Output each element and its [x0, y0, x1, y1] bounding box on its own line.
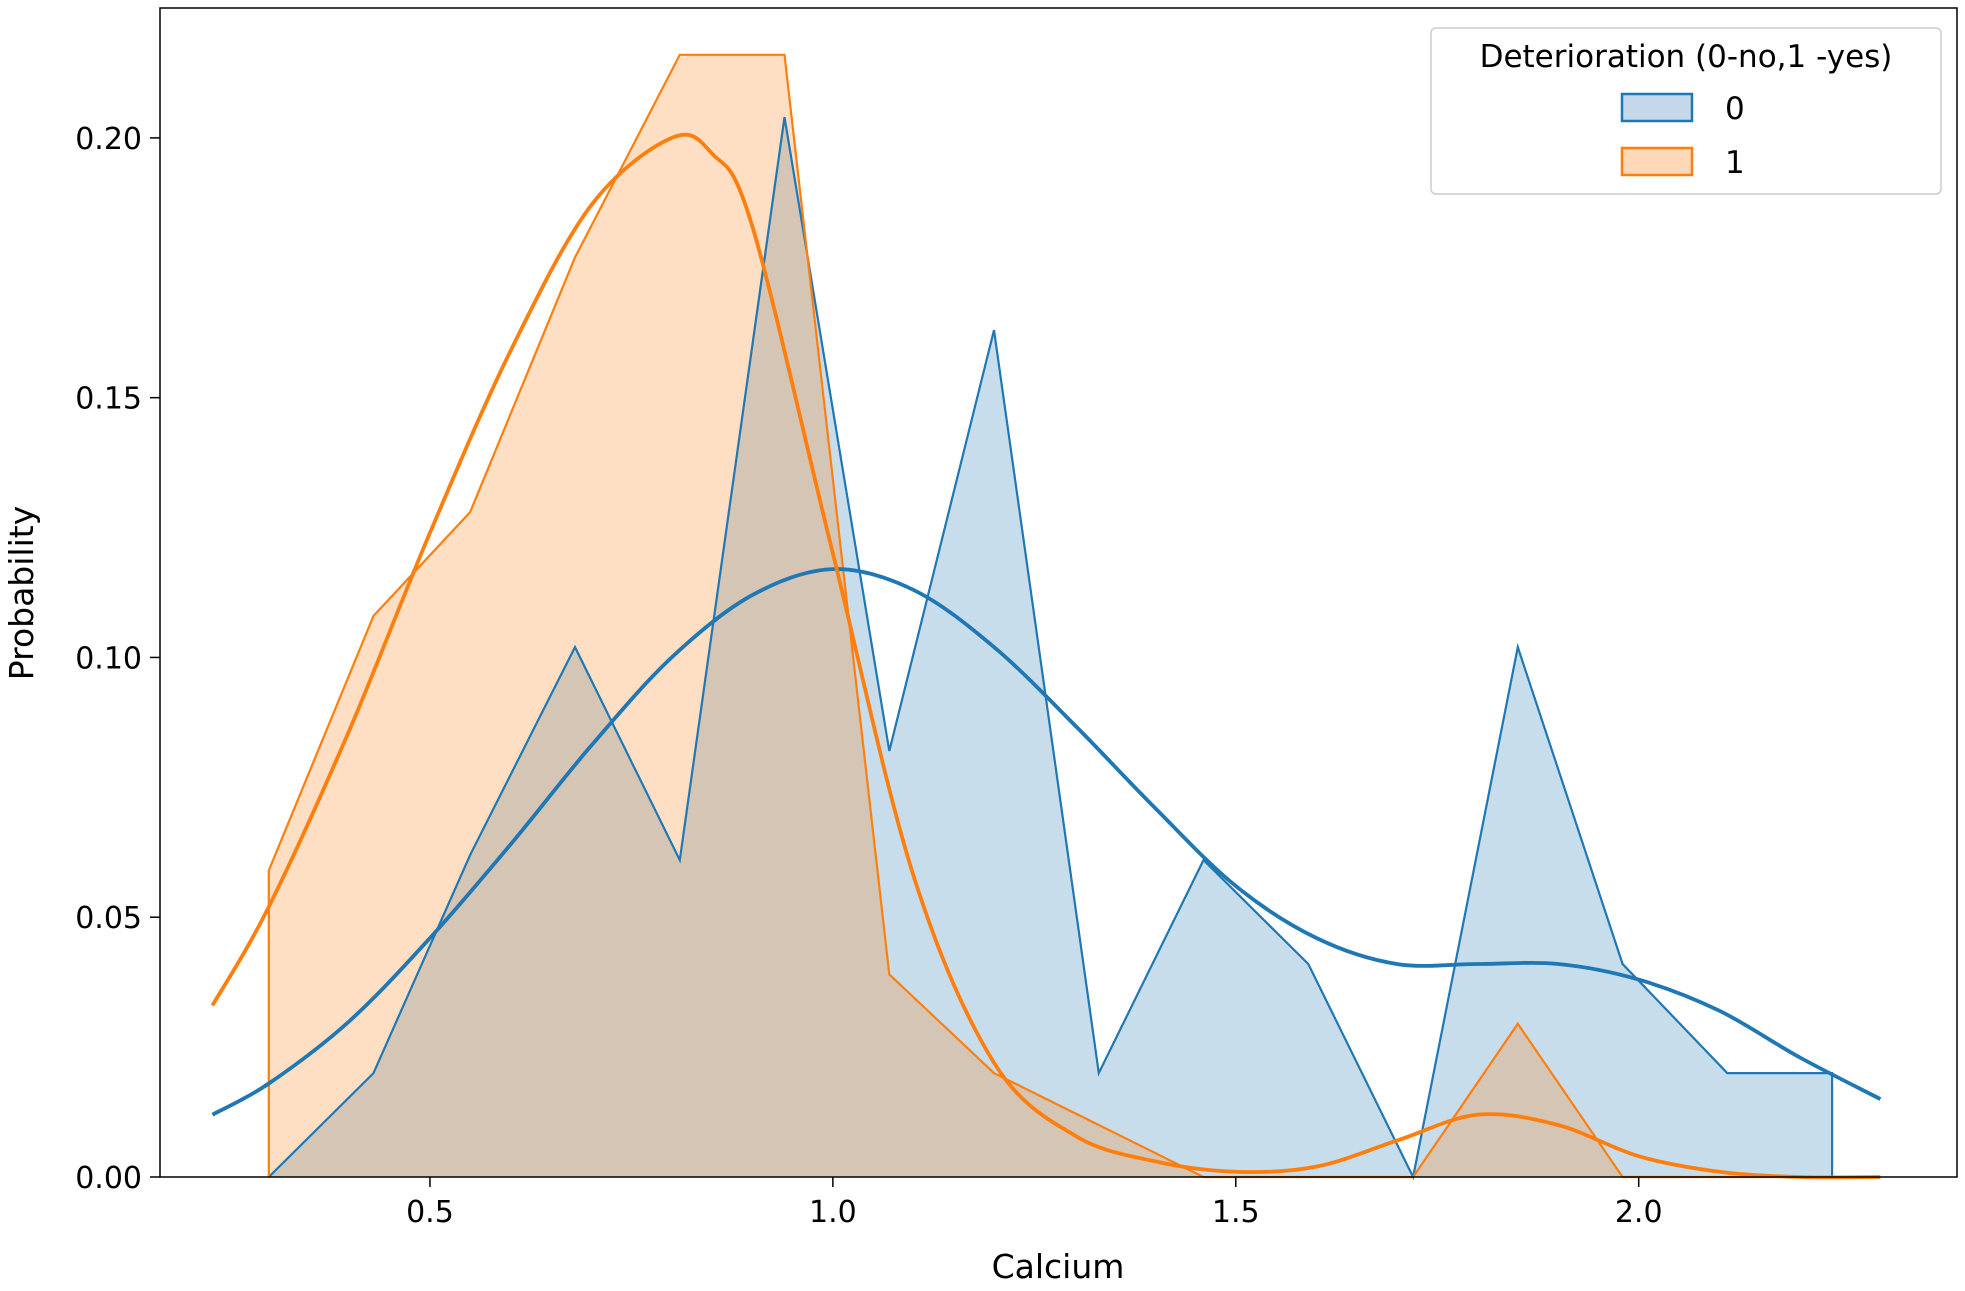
series-0-area [268, 117, 1833, 1178]
y-tick-label: 0.10 [75, 641, 142, 676]
x-tick-label: 0.5 [406, 1195, 454, 1230]
y-tick-label: 0.20 [75, 122, 142, 157]
plot-frame [159, 7, 1958, 1178]
y-axis-label: Probability [2, 506, 41, 680]
series-fills [268, 54, 1833, 1178]
x-tick-label: 2.0 [1615, 1195, 1663, 1230]
x-tick-label: 1.5 [1212, 1195, 1260, 1230]
legend-swatch-0 [1620, 92, 1694, 123]
legend-label-0: 0 [1725, 91, 1745, 127]
series-1-kde-line [210, 132, 1881, 1180]
series-1-outline [267, 53, 1833, 1179]
y-tick-label: 0.15 [75, 382, 142, 417]
series-0-outline [268, 116, 1834, 1181]
legend-title: Deterioration (0-no,1 -yes) [1480, 39, 1893, 75]
series-0-kde-line [211, 567, 1882, 1117]
y-tick-label: 0.00 [75, 1161, 142, 1196]
legend-label-1: 1 [1725, 145, 1745, 181]
series-lines [210, 53, 1882, 1181]
legend-swatch-1 [1620, 146, 1694, 177]
x-axis-ticks: 0.5 1.0 1.5 2.0 [406, 1177, 1663, 1230]
y-tick-label: 0.05 [75, 901, 142, 936]
x-axis-label: Calcium [992, 1247, 1125, 1286]
y-axis-ticks: 0.00 0.05 0.10 0.15 0.20 [75, 122, 160, 1196]
series-1-area [268, 54, 1833, 1177]
legend: Deterioration (0-no,1 -yes) 0 1 [1430, 27, 1942, 195]
x-tick-label: 1.0 [809, 1195, 857, 1230]
